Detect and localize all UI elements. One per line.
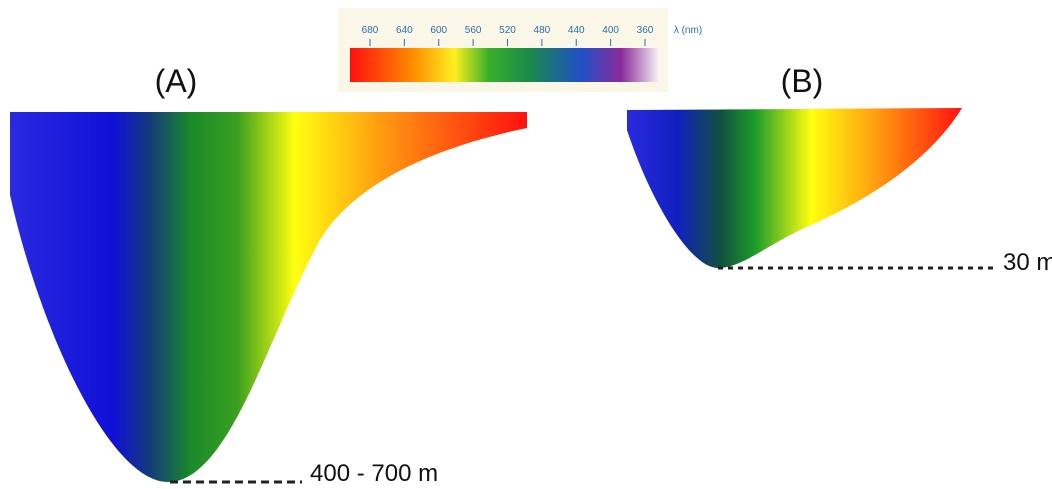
scale-tick-label: 520	[499, 25, 516, 36]
scale-tick-label: 680	[362, 25, 379, 36]
scale-tick-label: 560	[465, 25, 482, 36]
spectrum-bar	[350, 48, 658, 82]
depth-label: 400 - 700 m	[310, 460, 438, 487]
scale-unit: λ (nm)	[674, 25, 702, 36]
scale-tick-label: 440	[568, 25, 585, 36]
depth-profile-a	[10, 112, 527, 482]
scale-tick-label: 640	[396, 25, 413, 36]
scale-tick-label: 360	[637, 25, 654, 36]
panel-label: (A)	[155, 63, 198, 99]
scale-tick-label: 400	[602, 25, 619, 36]
depth-profile-b	[627, 108, 962, 268]
scale-tick-label: 600	[430, 25, 447, 36]
panel-label: (B)	[781, 63, 824, 99]
scale-tick-label: 480	[534, 25, 551, 36]
depth-label: 30 m	[1003, 249, 1052, 276]
diagram: 680 640 600 560 520 480 440 400 360 λ (nm) (A) (…	[0, 0, 1052, 489]
